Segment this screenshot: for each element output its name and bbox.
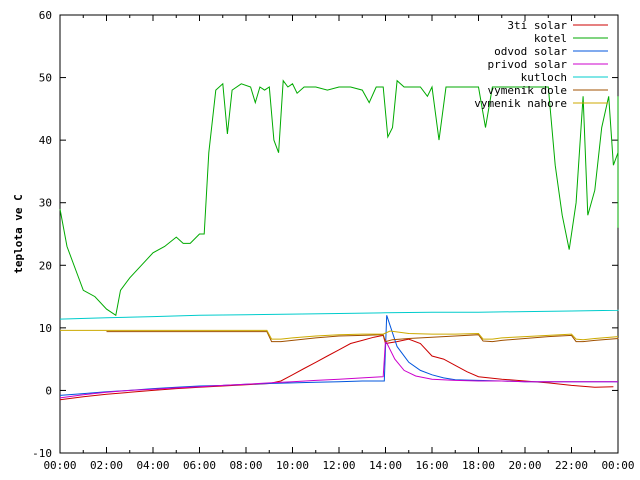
x-tick-label: 02:00 [90,459,123,472]
y-tick-label: 0 [45,384,52,397]
y-tick-label: 50 [39,72,52,85]
x-tick-label: 10:00 [276,459,309,472]
legend-label: kutloch [521,71,567,84]
legend-label: 3ti solar [507,19,567,32]
axis-ticks [59,14,619,454]
x-tick-label: 04:00 [136,459,169,472]
legend-label: privod solar [488,58,568,71]
axis-tick-labels: -10 0 10 20 30 40 50 60 00:00 02:00 04:00 06:00 08:0… [32,9,634,472]
series-line-4 [59,309,619,320]
x-tick-label: 20:00 [508,459,541,472]
x-tick-label: 22:00 [555,459,588,472]
x-tick-label: 18:00 [462,459,495,472]
series-lines [59,79,619,401]
y-tick-label: 10 [39,322,52,335]
series-line-6 [60,329,619,341]
series-line-2 [59,315,618,396]
series-line-3 [59,338,618,399]
y-tick-label: 40 [39,134,52,147]
x-tick-label: 14:00 [369,459,402,472]
y-tick-label: -10 [32,447,52,460]
y-tick-label: 30 [39,197,52,210]
series-line-1 [59,79,619,317]
x-tick-label: 12:00 [322,459,355,472]
legend-label: vymenik dole [488,84,567,97]
x-tick-label: 16:00 [415,459,448,472]
legend-label: odvod solar [494,45,567,58]
legend-label: kotel [534,32,567,45]
y-tick-label: 60 [39,9,52,22]
y-tick-label: 20 [39,259,52,272]
y-axis-label: teplota ve C [12,194,25,273]
x-tick-label: 00:00 [601,459,634,472]
legend-label: vymenik nahore [474,97,567,110]
x-tick-label: 08:00 [229,459,262,472]
x-tick-label: 00:00 [43,459,76,472]
x-tick-label: 06:00 [183,459,216,472]
series-line-5 [106,331,619,343]
series-line-0 [59,334,614,401]
